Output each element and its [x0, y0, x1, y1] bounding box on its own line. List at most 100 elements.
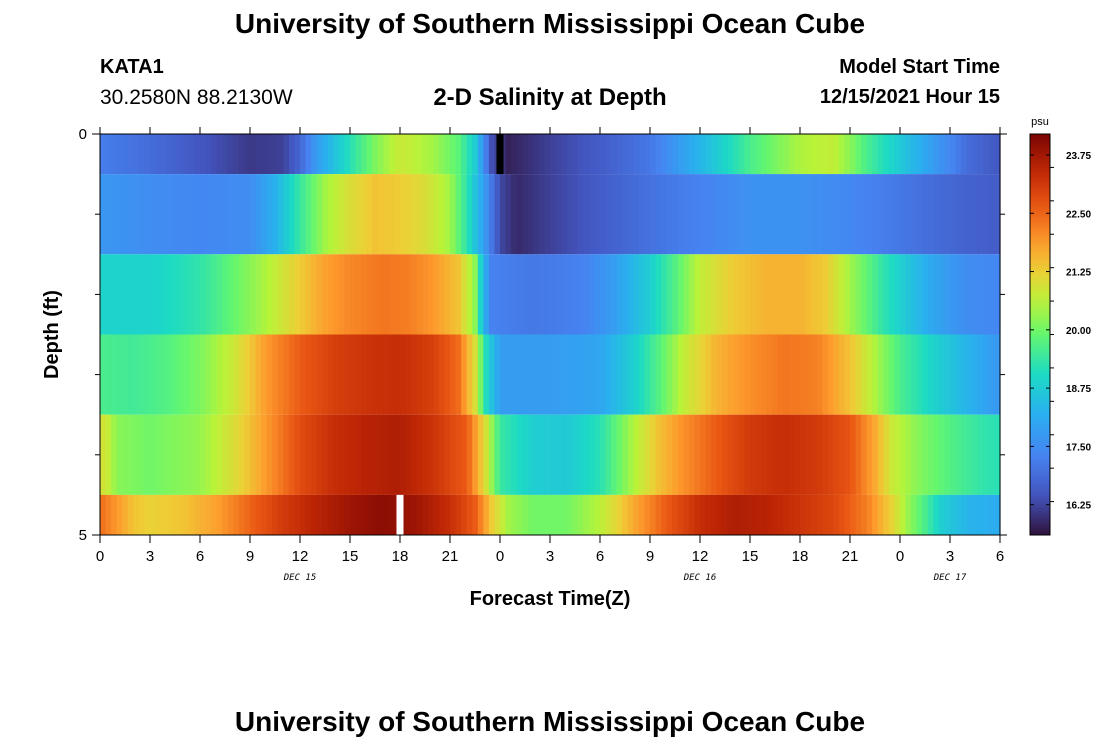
- heatmap-cell-layer-4: [805, 414, 812, 495]
- heatmap-cell-layer-0: [611, 134, 618, 175]
- heatmap-cell-layer-0: [933, 134, 940, 175]
- heatmap-cell-layer-4: [655, 414, 662, 495]
- heatmap-cell-layer-1: [133, 174, 140, 255]
- heatmap-cell-layer-2: [866, 254, 873, 335]
- heatmap-cell-layer-1: [877, 174, 884, 255]
- heatmap-cell-layer-5: [683, 494, 690, 535]
- heatmap-cell-layer-0: [805, 134, 812, 175]
- heatmap-cell-layer-1: [561, 174, 568, 255]
- heatmap-cell-layer-4: [916, 414, 923, 495]
- heatmap-cell-layer-4: [633, 414, 640, 495]
- x-tick-label: 6: [596, 548, 604, 565]
- heatmap-cell-layer-2: [505, 254, 512, 335]
- heatmap-cell-layer-4: [111, 414, 118, 495]
- heatmap-cells: [100, 134, 1001, 535]
- heatmap-cell-layer-1: [222, 174, 229, 255]
- heatmap-cell-layer-0: [388, 134, 396, 175]
- heatmap-cell-layer-2: [905, 254, 912, 335]
- heatmap-cell-layer-5: [633, 494, 640, 535]
- heatmap-cell-layer-4: [838, 414, 846, 495]
- heatmap-cell-layer-2: [300, 254, 307, 335]
- heatmap-cell-layer-0: [150, 134, 157, 175]
- heatmap-cell-layer-3: [594, 334, 601, 415]
- heatmap-cell-layer-1: [427, 174, 434, 255]
- heatmap-cell-layer-1: [677, 174, 684, 255]
- heatmap-cell-layer-5: [538, 494, 546, 535]
- heatmap-cell-layer-1: [466, 174, 473, 255]
- heatmap-cell-layer-1: [105, 174, 112, 255]
- colorbar-tick-label: 16.25: [1066, 501, 1091, 512]
- heatmap-cell-layer-0: [172, 134, 179, 175]
- heatmap-cell-layer-4: [972, 414, 979, 495]
- heatmap-cell-layer-2: [450, 254, 457, 335]
- heatmap-cell-layer-0: [655, 134, 662, 175]
- heatmap-cell-layer-3: [288, 334, 296, 415]
- heatmap-cell-layer-4: [216, 414, 223, 495]
- heatmap-cell-layer-1: [783, 174, 790, 255]
- heatmap-cell-layer-2: [294, 254, 301, 335]
- heatmap-cell-layer-4: [594, 414, 601, 495]
- heatmap-cell-layer-1: [405, 174, 412, 255]
- heatmap-cell-layer-4: [122, 414, 129, 495]
- heatmap-cell-layer-5: [322, 494, 329, 535]
- heatmap-cell-layer-2: [694, 254, 701, 335]
- heatmap-cell-layer-3: [766, 334, 773, 415]
- heatmap-cell-layer-3: [455, 334, 462, 415]
- heatmap-cell-layer-3: [655, 334, 662, 415]
- heatmap-cell-layer-5: [627, 494, 634, 535]
- heatmap-cell-layer-0: [155, 134, 162, 175]
- heatmap-cell-layer-5: [772, 494, 779, 535]
- heatmap-cell-layer-0: [661, 134, 668, 175]
- heatmap-cell-layer-4: [294, 414, 301, 495]
- heatmap-cell-layer-1: [661, 174, 668, 255]
- heatmap-cell-layer-5: [488, 494, 496, 535]
- heatmap-cell-layer-3: [438, 334, 446, 415]
- station-coordinates: 30.2580N 88.2130W: [100, 86, 293, 109]
- heatmap-cell-layer-0: [455, 134, 462, 175]
- heatmap-cell-layer-0: [872, 134, 879, 175]
- heatmap-cell-layer-3: [633, 334, 640, 415]
- heatmap-cell-layer-4: [166, 414, 173, 495]
- heatmap-cell-layer-1: [438, 174, 446, 255]
- heatmap-cell-layer-1: [383, 174, 390, 255]
- heatmap-cell-layer-1: [711, 174, 718, 255]
- heatmap-cell-layer-5: [716, 494, 723, 535]
- heatmap-cell-layer-4: [677, 414, 684, 495]
- heatmap-cell-layer-4: [494, 414, 501, 495]
- heatmap-cell-layer-2: [933, 254, 940, 335]
- heatmap-cell-layer-4: [583, 414, 590, 495]
- heatmap-cell-layer-1: [988, 174, 996, 255]
- heatmap-cell-layer-4: [538, 414, 546, 495]
- heatmap-cell-layer-3: [300, 334, 307, 415]
- heatmap-cell-layer-1: [355, 174, 362, 255]
- heatmap-cell-layer-4: [172, 414, 179, 495]
- heatmap-cell-layer-0: [600, 134, 607, 175]
- heatmap-cell-layer-5: [900, 494, 907, 535]
- heatmap-cell-layer-4: [433, 414, 440, 495]
- heatmap-cell-layer-4: [138, 414, 146, 495]
- heatmap-cell-layer-2: [733, 254, 740, 335]
- heatmap-cell-layer-3: [272, 334, 279, 415]
- heatmap-cell-layer-0: [477, 134, 484, 175]
- heatmap-cell-layer-2: [850, 254, 857, 335]
- heatmap-cell-layer-1: [116, 174, 123, 255]
- heatmap-cell-layer-0: [188, 134, 196, 175]
- heatmap-cell-layer-1: [905, 174, 912, 255]
- heatmap-cell-layer-2: [177, 254, 184, 335]
- heatmap-cell-layer-5: [955, 494, 962, 535]
- heatmap-cell-layer-1: [494, 174, 501, 255]
- heatmap-cell-layer-1: [927, 174, 934, 255]
- heatmap-cell-layer-1: [794, 174, 801, 255]
- heatmap-cell-layer-0: [377, 134, 384, 175]
- heatmap-cell-layer-2: [283, 254, 290, 335]
- heatmap-cell-layer-2: [794, 254, 801, 335]
- heatmap-cell-layer-0: [527, 134, 534, 175]
- heatmap-cell-layer-0: [694, 134, 701, 175]
- heatmap-cell-layer-1: [538, 174, 546, 255]
- heatmap-cell-layer-1: [994, 174, 1001, 255]
- heatmap-cell-layer-5: [800, 494, 807, 535]
- heatmap-cell-layer-4: [733, 414, 740, 495]
- heatmap-cell-layer-4: [183, 414, 190, 495]
- heatmap-cell-layer-4: [144, 414, 151, 495]
- heatmap-cell-layer-3: [172, 334, 179, 415]
